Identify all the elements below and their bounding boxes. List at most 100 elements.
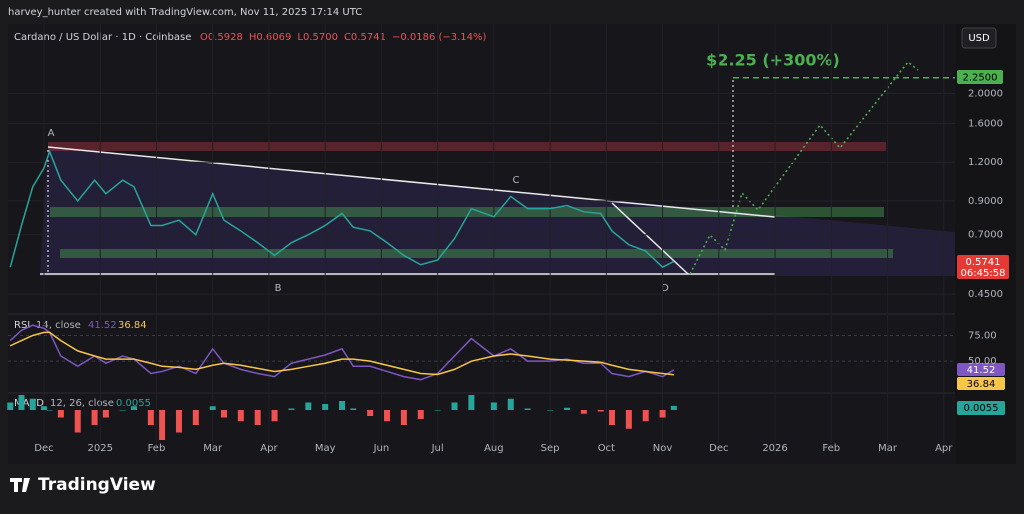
histogram-bar: [580, 410, 587, 414]
y-tick-label: 2.0000: [968, 89, 1003, 100]
histogram-bar: [29, 398, 36, 410]
x-tick-label: Jul: [431, 443, 444, 454]
ohlc-value: H0.6069: [249, 32, 292, 43]
x-tick-label: Oct: [598, 443, 615, 454]
support-zone: [60, 249, 893, 258]
x-tick-label: Dec: [34, 443, 53, 454]
target-price: 2.2500: [963, 73, 998, 84]
histogram-bar: [507, 398, 514, 410]
x-tick-label: Sep: [541, 443, 560, 454]
y-tick-label: 1.2000: [968, 157, 1003, 168]
histogram-bar: [159, 410, 166, 440]
rsi-ma-value: 36.84: [118, 320, 147, 331]
x-tick-label: Mar: [203, 443, 223, 454]
histogram-bar: [417, 410, 424, 419]
y-tick-label: 75.00: [968, 330, 997, 341]
histogram-bar: [350, 408, 357, 410]
histogram-bar: [192, 410, 199, 425]
symbol-title: Cardano / US Dollar · 1D · Coinbase: [14, 32, 191, 43]
histogram-bar: [597, 410, 604, 412]
resistance-zone: [48, 142, 886, 151]
histogram-bar: [659, 410, 666, 418]
x-tick-label: Feb: [148, 443, 166, 454]
macd-params: 12, 26, close: [50, 398, 114, 409]
projection: [689, 60, 919, 275]
price-axis: [955, 24, 1016, 464]
x-tick-label: 2025: [87, 443, 112, 454]
macd-value: 0.0055: [116, 398, 151, 409]
rsi-value: 41.52: [88, 320, 117, 331]
rsi-ma-box: [957, 377, 1005, 390]
x-tick-label: Apr: [935, 443, 953, 454]
histogram-bar: [175, 410, 182, 433]
y-tick-label: 1.6000: [968, 119, 1003, 130]
y-tick-label: 0.7000: [968, 230, 1003, 241]
last-price: 0.5741: [966, 257, 1001, 268]
rsi-axis-value: 41.52: [967, 365, 996, 376]
ohlc-value: C0.5741: [344, 32, 386, 43]
x-tick-label: Dec: [709, 443, 728, 454]
point-label: B: [275, 283, 282, 294]
histogram-bar: [220, 410, 227, 418]
histogram-bar: [288, 408, 295, 410]
target-box: [957, 70, 1003, 84]
y-tick-label: 0.4500: [968, 289, 1003, 300]
histogram-bar: [18, 395, 25, 410]
histogram-bar: [74, 410, 81, 433]
x-tick-label: Feb: [822, 443, 840, 454]
histogram-bar: [57, 410, 64, 418]
histogram-bar: [625, 410, 632, 429]
x-tick-label: Nov: [653, 443, 673, 454]
histogram-bar: [468, 395, 475, 410]
histogram-bar: [271, 410, 278, 422]
histogram-bar: [91, 410, 98, 425]
histogram-bar: [384, 410, 391, 422]
point-label: A: [48, 128, 55, 139]
histogram-bar: [608, 410, 615, 425]
x-tick-label: Mar: [878, 443, 898, 454]
series-line: [9, 149, 675, 269]
histogram-bar: [367, 410, 374, 416]
histogram-bar: [40, 406, 47, 410]
series-line: [9, 331, 674, 376]
chart-area: [8, 24, 1016, 464]
histogram-bar: [451, 402, 458, 410]
histogram-bar: [400, 410, 407, 425]
credit: harvey_hunter created with TradingView.c…: [8, 7, 362, 18]
point-label: D: [661, 283, 669, 294]
histogram-bar: [322, 404, 329, 410]
histogram-bar: [130, 406, 137, 410]
macd-axis-value: 0.0055: [964, 403, 999, 414]
point-label: C: [513, 175, 520, 186]
last-price-box: [957, 255, 1009, 279]
histogram-bar: [670, 405, 677, 410]
histogram-bar: [147, 410, 154, 425]
x-tick-label: May: [315, 443, 336, 454]
x-tick-label: Aug: [484, 443, 504, 454]
histogram-bar: [642, 410, 649, 422]
y-tick-label: 0.9000: [968, 196, 1003, 207]
rsi-ma-axis-value: 36.84: [967, 379, 996, 390]
histogram-bar: [119, 410, 126, 411]
target-label: $2.25 (+300%): [706, 51, 840, 70]
histogram-bar: [490, 402, 497, 410]
histogram-bar: [305, 402, 312, 410]
x-tick-label: 2026: [762, 443, 787, 454]
ohlc: O0.5928 H0.6069 L0.5700 C0.5741 −0.0186 (−3.…: [200, 32, 487, 43]
histogram-bar: [102, 410, 109, 418]
ohlc-value: O0.5928: [200, 32, 243, 43]
trendline: [611, 202, 689, 275]
ohlc-value: −0.0186 (−3.14%): [392, 32, 487, 43]
currency-button[interactable]: [961, 27, 997, 49]
histogram-bar: [339, 401, 346, 410]
logo: [10, 478, 30, 492]
rsi-box: [957, 363, 1005, 376]
brand: TradingView: [38, 475, 156, 495]
rsi-title: RSI: [14, 320, 30, 331]
y-tick-label: 50.00: [968, 356, 997, 367]
histogram-bar: [547, 410, 554, 411]
ohlc-value: L0.5700: [297, 32, 338, 43]
trendline: [47, 146, 776, 218]
histogram-bar: [237, 410, 244, 422]
